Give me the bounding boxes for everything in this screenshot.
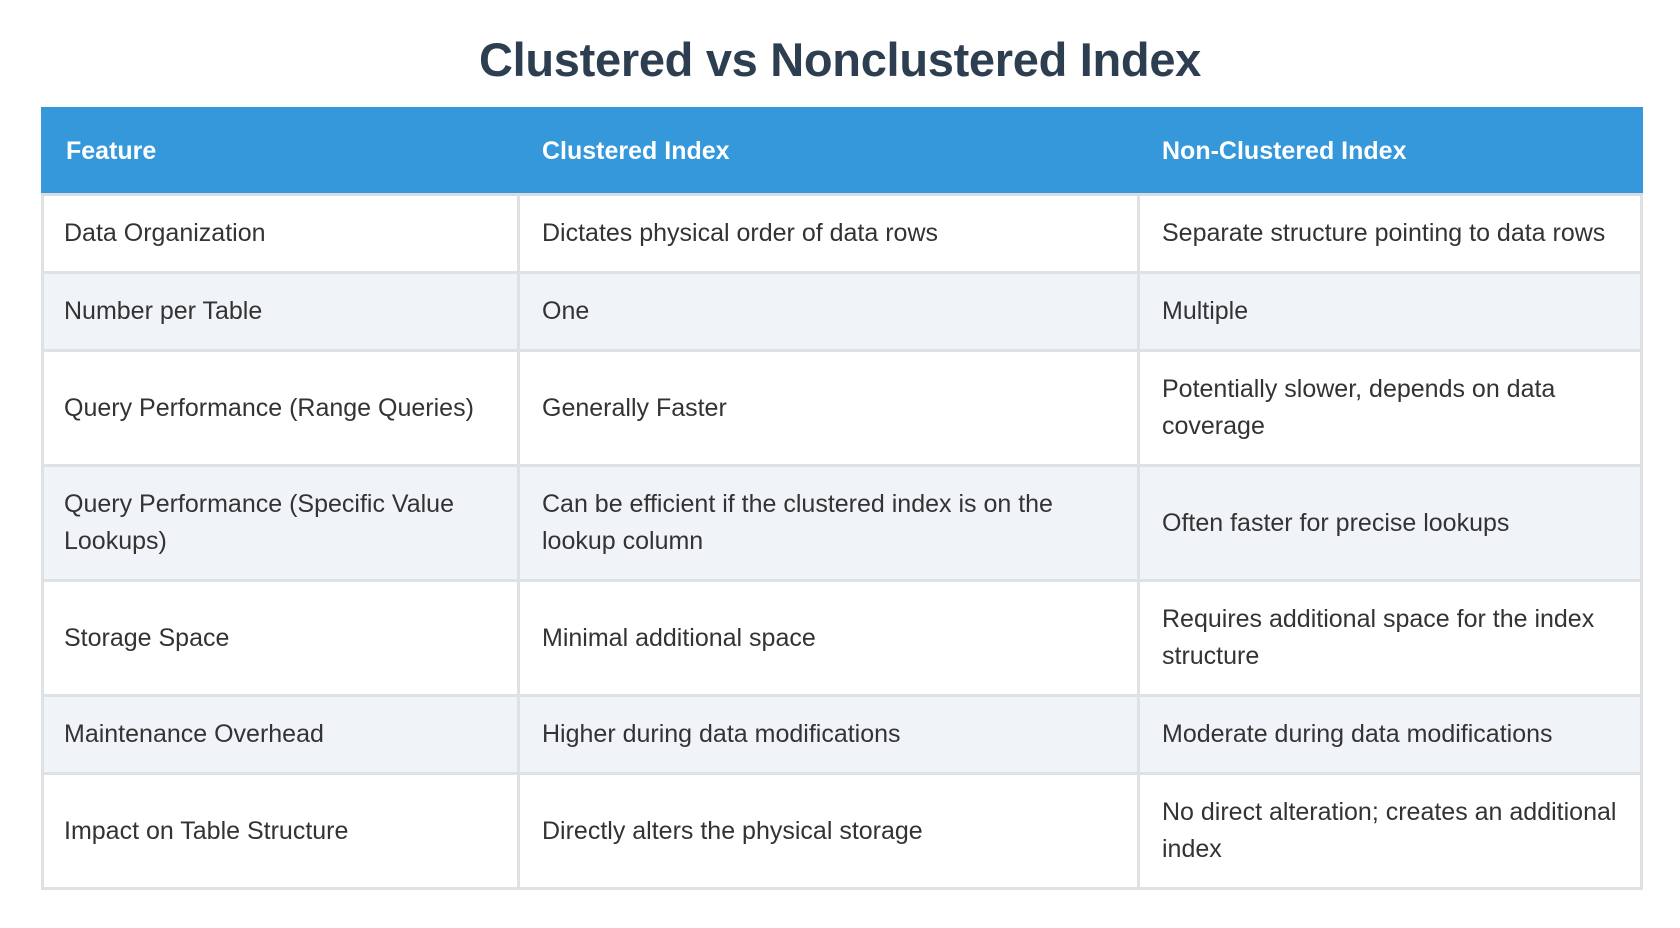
clustered-cell: Dictates physical order of data rows [517,193,1140,274]
clustered-cell: One [517,271,1140,352]
non-clustered-cell: Potentially slower, depends on data cove… [1137,349,1643,467]
table-row: Storage Space Minimal additional space R… [41,579,1643,697]
non-clustered-cell: Moderate during data modifications [1137,694,1643,775]
header-clustered-index: Clustered Index [517,107,1140,196]
feature-cell: Data Organization [41,193,520,274]
non-clustered-cell: Requires additional space for the index … [1137,579,1643,697]
clustered-cell: Higher during data modifications [517,694,1140,775]
header-feature: Feature [41,107,520,196]
table-row: Data Organization Dictates physical orde… [41,193,1643,274]
feature-cell: Maintenance Overhead [41,694,520,775]
table-header-row: Feature Clustered Index Non-Clustered In… [41,107,1643,196]
non-clustered-cell: Separate structure pointing to data rows [1137,193,1643,274]
clustered-cell: Minimal additional space [517,579,1140,697]
clustered-cell: Directly alters the physical storage [517,772,1140,890]
feature-cell: Impact on Table Structure [41,772,520,890]
table-row: Query Performance (Range Queries) Genera… [41,349,1643,467]
table-row: Number per Table One Multiple [41,271,1643,352]
clustered-cell: Can be efficient if the clustered index … [517,464,1140,582]
feature-cell: Query Performance (Range Queries) [41,349,520,467]
non-clustered-cell: No direct alteration; creates an additio… [1137,772,1643,890]
feature-cell: Query Performance (Specific Value Lookup… [41,464,520,582]
header-non-clustered-index: Non-Clustered Index [1137,107,1643,196]
non-clustered-cell: Often faster for precise lookups [1137,464,1643,582]
table-row: Query Performance (Specific Value Lookup… [41,464,1643,582]
table-row: Maintenance Overhead Higher during data … [41,694,1643,775]
comparison-table: Feature Clustered Index Non-Clustered In… [41,107,1643,890]
non-clustered-cell: Multiple [1137,271,1643,352]
table-row: Impact on Table Structure Directly alter… [41,772,1643,890]
feature-cell: Number per Table [41,271,520,352]
clustered-cell: Generally Faster [517,349,1140,467]
page-title: Clustered vs Nonclustered Index [478,33,1202,86]
feature-cell: Storage Space [41,579,520,697]
